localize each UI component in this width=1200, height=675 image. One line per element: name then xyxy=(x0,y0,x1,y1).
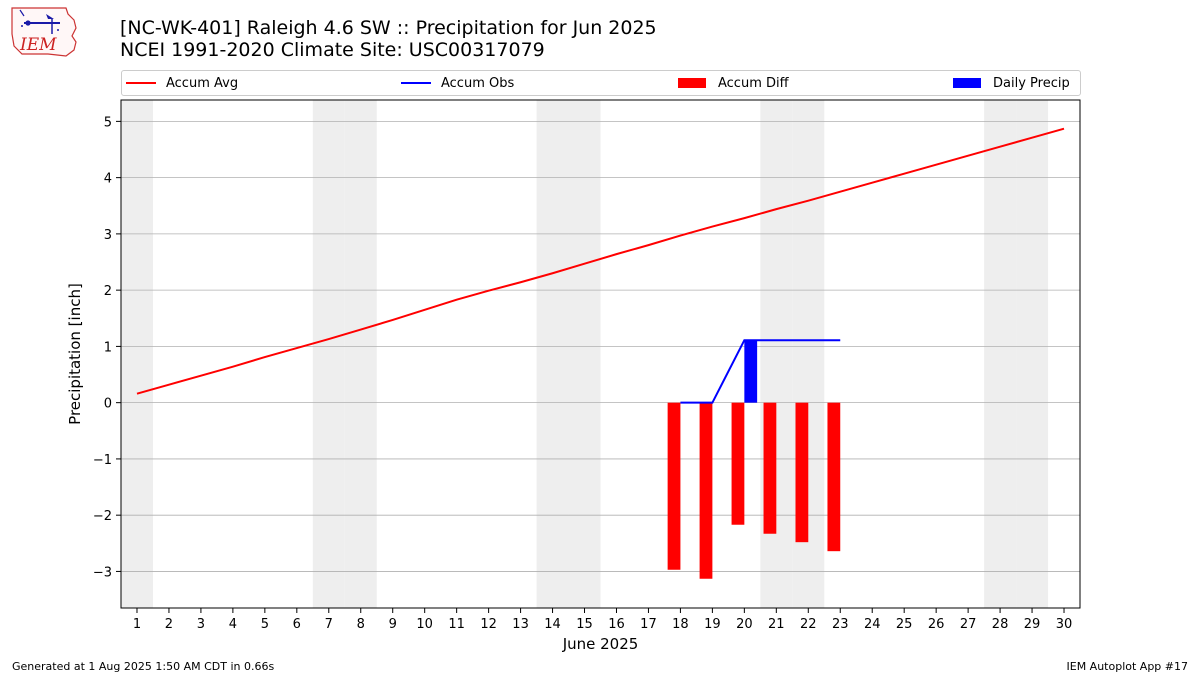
weekend-band xyxy=(344,100,377,608)
x-tick-label: 9 xyxy=(389,617,397,632)
y-tick-label: 5 xyxy=(104,115,112,130)
x-tick-label: 10 xyxy=(416,617,433,632)
legend-patch-red-icon xyxy=(678,78,706,88)
x-tick-label: 2 xyxy=(165,617,173,632)
weekend-band xyxy=(568,100,601,608)
legend-item-daily-precip: Daily Precip xyxy=(953,71,1070,95)
bar-accum-diff xyxy=(699,402,713,579)
y-tick-label: 1 xyxy=(104,340,112,355)
x-tick-label: 26 xyxy=(928,617,945,632)
x-tick-label: 25 xyxy=(896,617,913,632)
x-tick-label: 23 xyxy=(832,617,849,632)
x-tick-label: 14 xyxy=(544,617,561,632)
x-tick-label: 18 xyxy=(672,617,689,632)
x-tick-label: 19 xyxy=(704,617,721,632)
x-tick-label: 21 xyxy=(768,617,785,632)
y-tick-label: −2 xyxy=(93,509,112,524)
y-tick-label: −1 xyxy=(93,453,112,468)
y-tick-label: 4 xyxy=(104,172,112,187)
x-tick-label: 16 xyxy=(608,617,625,632)
chart-title-line1: [NC-WK-401] Raleigh 4.6 SW :: Precipitat… xyxy=(120,17,657,39)
chart-title: [NC-WK-401] Raleigh 4.6 SW :: Precipitat… xyxy=(120,17,657,61)
legend-item-accum-obs: Accum Obs xyxy=(401,71,514,95)
x-tick-label: 27 xyxy=(960,617,977,632)
weekend-band xyxy=(536,100,569,608)
y-tick-label: −3 xyxy=(93,565,112,580)
y-tick-label: 3 xyxy=(104,228,112,243)
weekend-band xyxy=(760,100,793,608)
footer-app: IEM Autoplot App #17 xyxy=(1066,660,1189,673)
x-tick-label: 29 xyxy=(1024,617,1041,632)
x-tick-label: 7 xyxy=(325,617,333,632)
x-tick-label: 22 xyxy=(800,617,817,632)
bar-accum-diff xyxy=(667,402,681,570)
y-axis-label: Precipitation [inch] xyxy=(66,283,84,425)
bar-accum-diff xyxy=(731,402,745,525)
x-tick-label: 17 xyxy=(640,617,657,632)
bar-accum-diff xyxy=(795,402,809,543)
x-tick-label: 12 xyxy=(480,617,497,632)
legend-item-accum-avg: Accum Avg xyxy=(126,71,238,95)
legend-line-blue-icon xyxy=(401,82,431,84)
chart-legend: Accum Avg Accum Obs Accum Diff Daily Pre… xyxy=(121,70,1081,96)
legend-label-accum-obs: Accum Obs xyxy=(441,75,515,91)
legend-patch-blue-icon xyxy=(953,78,981,88)
weekend-band xyxy=(121,100,153,608)
y-tick-label: 0 xyxy=(104,397,112,412)
y-tick-label: 2 xyxy=(104,284,112,299)
x-tick-label: 15 xyxy=(576,617,593,632)
legend-label-accum-avg: Accum Avg xyxy=(166,75,239,91)
x-axis-label: June 2025 xyxy=(562,635,639,653)
x-tick-label: 30 xyxy=(1056,617,1073,632)
weekend-band xyxy=(792,100,825,608)
logo-text: IEM xyxy=(19,35,57,55)
legend-line-red-icon xyxy=(126,82,156,84)
bar-daily-precip xyxy=(744,340,758,403)
weekend-band xyxy=(312,100,345,608)
bar-accum-diff xyxy=(827,402,841,552)
plot-frame xyxy=(120,99,1081,609)
line-accum-obs xyxy=(680,339,841,404)
legend-label-daily-precip: Daily Precip xyxy=(993,75,1070,91)
x-tick-label: 13 xyxy=(512,617,529,632)
x-tick-label: 6 xyxy=(293,617,301,632)
iem-logo: IEM xyxy=(11,7,77,57)
chart-title-line2: NCEI 1991-2020 Climate Site: USC00317079 xyxy=(120,39,545,61)
x-tick-label: 24 xyxy=(864,617,881,632)
weekend-band xyxy=(1016,100,1049,608)
x-tick-label: 11 xyxy=(448,617,465,632)
legend-item-accum-diff: Accum Diff xyxy=(678,71,789,95)
footer-generated: Generated at 1 Aug 2025 1:50 AM CDT in 0… xyxy=(12,660,275,673)
x-tick-label: 8 xyxy=(357,617,365,632)
x-tick-label: 3 xyxy=(197,617,205,632)
x-tick-label: 4 xyxy=(229,617,237,632)
x-tick-label: 28 xyxy=(992,617,1009,632)
x-tick-label: 5 xyxy=(261,617,269,632)
weekend-band xyxy=(984,100,1017,608)
line-accum-avg xyxy=(136,127,1065,395)
x-tick-label: 20 xyxy=(736,617,753,632)
bar-accum-diff xyxy=(763,402,777,534)
x-tick-label: 1 xyxy=(133,617,141,632)
legend-label-accum-diff: Accum Diff xyxy=(718,75,789,91)
